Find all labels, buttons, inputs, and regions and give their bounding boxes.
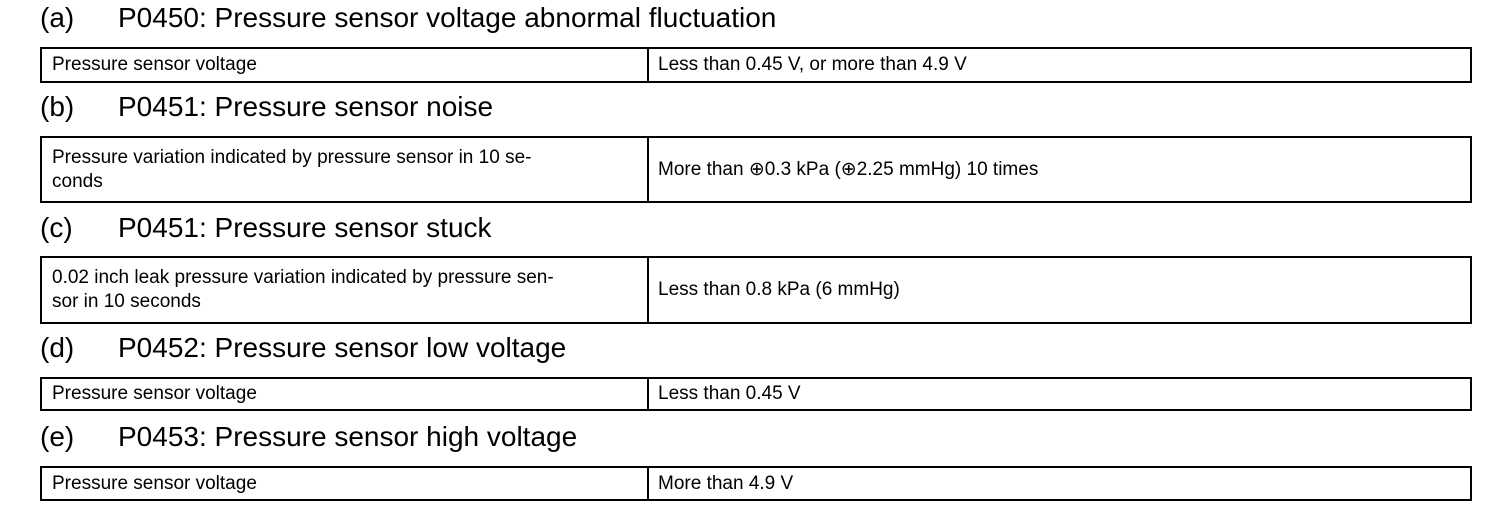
spec-table: Pressure variation indicated by pressure… bbox=[40, 136, 1472, 203]
threshold-cell: Less than 0.45 V, or more than 4.9 V bbox=[649, 49, 1470, 81]
spec-table: 0.02 inch leak pressure variation indica… bbox=[40, 256, 1472, 324]
section-title: P0451: Pressure sensor stuck bbox=[118, 212, 492, 243]
cell-text: Pressure variation indicated by pressure… bbox=[52, 146, 532, 168]
section-title: P0453: Pressure sensor high voltage bbox=[118, 421, 578, 452]
threshold-cell: More than 4.9 V bbox=[649, 468, 1470, 499]
condition-cell: Pressure sensor voltage bbox=[42, 379, 649, 409]
threshold-cell: Less than 0.45 V bbox=[649, 379, 1470, 409]
cell-text: Pressure sensor voltage bbox=[52, 383, 257, 404]
threshold-cell: Less than 0.8 kPa (6 mmHg) bbox=[649, 258, 1470, 322]
threshold-cell: More than ⊕0.3 kPa (⊕2.25 mmHg) 10 times bbox=[649, 138, 1470, 201]
section-label: (d) bbox=[40, 332, 75, 363]
cell-text: conds bbox=[52, 170, 103, 192]
cell-text: 0.02 inch leak pressure variation indica… bbox=[52, 267, 554, 288]
cell-text: Less than 0.45 V bbox=[658, 383, 801, 404]
section-label: (a) bbox=[40, 2, 75, 33]
condition-cell: 0.02 inch leak pressure variation indica… bbox=[42, 258, 649, 322]
section-label: (c) bbox=[40, 212, 73, 243]
cell-text: More than ⊕0.3 kPa (⊕2.25 mmHg) 10 times bbox=[658, 158, 1039, 180]
condition-cell: Pressure variation indicated by pressure… bbox=[42, 138, 649, 201]
spec-table: Pressure sensor voltage Less than 0.45 V bbox=[40, 377, 1472, 411]
cell-text: More than 4.9 V bbox=[658, 472, 794, 494]
condition-cell: Pressure sensor voltage bbox=[42, 49, 649, 81]
section-label: (b) bbox=[40, 91, 75, 122]
cell-text: Pressure sensor voltage bbox=[52, 472, 257, 494]
spec-table: Pressure sensor voltage More than 4.9 V bbox=[40, 466, 1472, 501]
section-title: P0451: Pressure sensor noise bbox=[118, 91, 494, 122]
condition-cell: Pressure sensor voltage bbox=[42, 468, 649, 499]
cell-text: sor in 10 seconds bbox=[52, 291, 201, 312]
spec-table: Pressure sensor voltage Less than 0.45 V,… bbox=[40, 47, 1472, 83]
cell-text: Less than 0.8 kPa (6 mmHg) bbox=[658, 279, 900, 300]
cell-text: Pressure sensor voltage bbox=[52, 54, 257, 75]
section-label: (e) bbox=[40, 421, 75, 452]
section-title: P0452: Pressure sensor low voltage bbox=[118, 332, 567, 363]
cell-text: Less than 0.45 V, or more than 4.9 V bbox=[658, 54, 967, 75]
section-title: P0450: Pressure sensor voltage abnormal … bbox=[118, 2, 777, 33]
